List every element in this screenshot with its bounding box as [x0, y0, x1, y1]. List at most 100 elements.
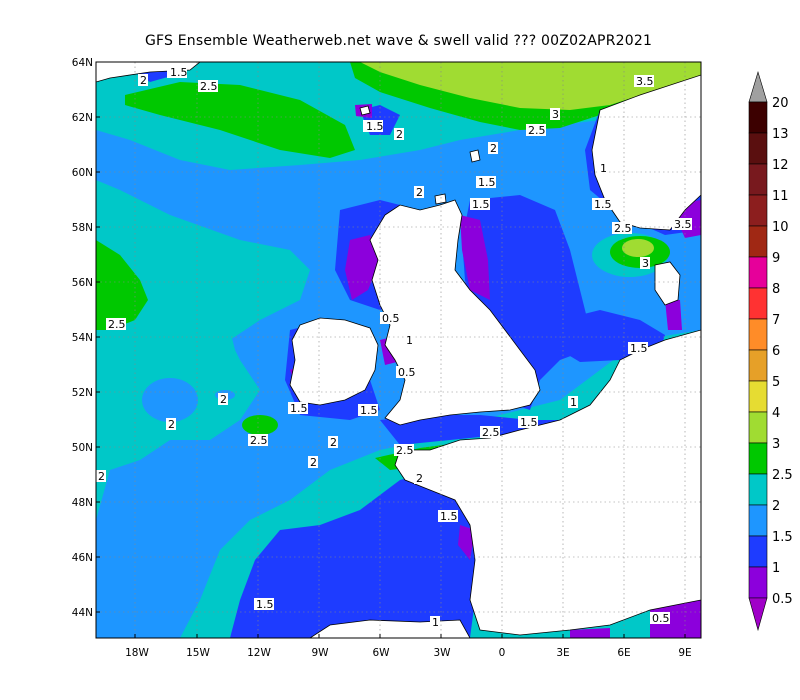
legend-level: 11 — [772, 189, 789, 204]
contour-label: 1 — [570, 396, 577, 409]
lat-ticks — [96, 116, 100, 613]
legend-level: 2 — [772, 499, 780, 514]
lon-label: 9W — [311, 647, 329, 659]
legend-top-arrow — [748, 70, 768, 103]
contour-label: 3 — [642, 257, 649, 270]
contour-label: 0.5 — [652, 612, 670, 625]
legend-swatch — [748, 225, 768, 258]
legend-swatch — [748, 566, 768, 599]
legend-swatch — [748, 163, 768, 196]
contour-label: 2.5 — [396, 444, 414, 457]
lon-ticks — [134, 634, 686, 638]
contour-label: 2 — [168, 418, 175, 431]
contour-label: 2 — [140, 74, 147, 87]
contour-label: 1.5 — [520, 416, 538, 429]
legend-level: 5 — [772, 375, 780, 390]
contour-label: 1.5 — [440, 510, 458, 523]
contour-label: 1 — [600, 162, 607, 175]
sea-1-1.5-channel — [380, 415, 560, 445]
lat-label: 62N — [72, 112, 93, 124]
sea-1.5-2-blob — [142, 378, 198, 422]
contour-label: 1.5 — [472, 198, 490, 211]
sea-1-1.5-biscay — [230, 470, 480, 638]
contour-label: 2 — [396, 128, 403, 141]
contour-label: 2.5 — [482, 426, 500, 439]
color-legend — [748, 70, 768, 632]
lon-label: 12W — [247, 647, 271, 659]
continental-europe — [394, 329, 701, 636]
map-title: GFS Ensemble Weatherweb.net wave & swell… — [144, 33, 653, 49]
contour-label: 2.5 — [528, 124, 546, 137]
contour-label: 1 — [432, 616, 439, 629]
faroe-islands — [359, 105, 371, 116]
contour-label: 2 — [416, 472, 423, 485]
legend-swatch — [748, 287, 768, 320]
legend-level: 4 — [772, 406, 780, 421]
sea-2.5-3-region — [242, 415, 278, 435]
contour-label: 1.5 — [170, 66, 188, 79]
sea-3-4-region — [360, 62, 701, 110]
legend-level: 1.5 — [772, 530, 793, 545]
lat-label: 48N — [72, 497, 93, 509]
legend-swatch — [748, 194, 768, 227]
contour-label: 2 — [310, 456, 317, 469]
lat-label: 50N — [72, 442, 93, 454]
contour-label: 3 — [552, 108, 559, 121]
legend-swatch — [748, 473, 768, 506]
lat-label: 54N — [72, 332, 93, 344]
lat-label: 46N — [72, 552, 93, 564]
sea-2.5-3-region — [96, 240, 148, 330]
contour-labels: 1.5 2 2.5 1.5 2 2.5 3 3.5 2 1.5 2 1.5 1.… — [96, 66, 692, 629]
contour-label: 2.5 — [250, 434, 268, 447]
lat-label: 44N — [72, 607, 93, 619]
lon-label: 15W — [186, 647, 210, 659]
lat-label: 52N — [72, 387, 93, 399]
contour-label: 1.5 — [256, 598, 274, 611]
legend-swatch — [748, 349, 768, 382]
contour-label: 1.5 — [360, 404, 378, 417]
orkney — [434, 193, 447, 205]
legend-level: 6 — [772, 344, 780, 359]
sea-2.5-3-region — [125, 82, 355, 158]
contour-label: 0.5 — [398, 366, 416, 379]
map-frame — [95, 61, 702, 639]
legend-level: 10 — [772, 220, 789, 235]
map-field: 1.5 2 2.5 1.5 2 2.5 3 3.5 2 1.5 2 1.5 1.… — [96, 62, 701, 638]
legend-level: 20 — [772, 96, 789, 111]
legend-level: 12 — [772, 158, 789, 173]
contour-label: 2.5 — [614, 222, 632, 235]
legend-level: 3 — [772, 437, 780, 452]
legend-bottom-arrow — [748, 597, 768, 632]
lon-label: 9E — [678, 647, 691, 659]
contour-label: 2 — [98, 470, 105, 483]
lat-label: 58N — [72, 222, 93, 234]
contour-label: 1.5 — [366, 120, 384, 133]
legend-labels: 20 13 12 11 10 9 8 7 6 5 4 3 2.5 2 1.5 1… — [772, 96, 793, 607]
contour-label: 1.5 — [594, 198, 612, 211]
legend-level: 9 — [772, 251, 780, 266]
lat-label: 60N — [72, 167, 93, 179]
contour-label: 1.5 — [630, 342, 648, 355]
legend-swatch — [748, 411, 768, 444]
sea-3-4-skagerrak — [622, 239, 654, 257]
contour-label: 1 — [406, 334, 413, 347]
contour-label: 1.5 — [290, 402, 308, 415]
lat-label: 64N — [72, 57, 93, 69]
graticule — [96, 62, 701, 638]
contour-label: 3.5 — [674, 218, 692, 231]
legend-level: 1 — [772, 561, 780, 576]
denmark — [654, 261, 681, 306]
contour-label: 2.5 — [108, 318, 126, 331]
legend-level: 2.5 — [772, 468, 793, 483]
contour-label: 2 — [330, 436, 337, 449]
lon-label: 3E — [556, 647, 569, 659]
longitude-axis: 18W 15W 12W 9W 6W 3W 0 3E 6E 9E — [125, 647, 692, 659]
contour-label: 2 — [490, 142, 497, 155]
legend-level: 0.5 — [772, 592, 793, 607]
lon-label: 6E — [617, 647, 630, 659]
legend-swatch — [748, 132, 768, 165]
latitude-axis: 64N 62N 60N 58N 56N 54N 52N 50N 48N 46N … — [72, 57, 93, 619]
contour-label: 1.5 — [478, 176, 496, 189]
shetland — [469, 149, 481, 163]
